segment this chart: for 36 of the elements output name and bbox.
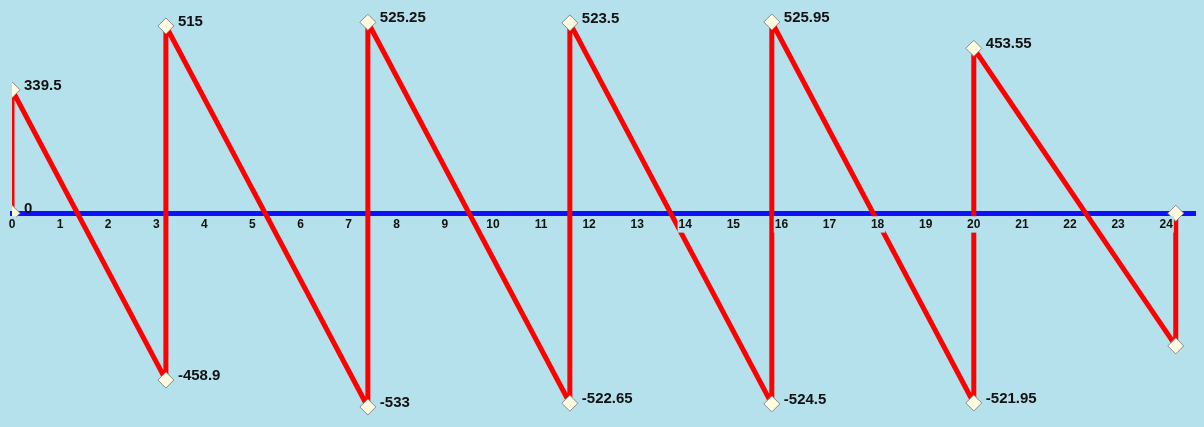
data-label: 339.5 [24,75,62,93]
x-tick-label: 14 [678,216,693,231]
x-tick-label: 13 [630,216,645,231]
x-tick-label: 24 [1159,216,1174,231]
x-tick-label: 18 [870,216,885,231]
x-tick-label: 17 [822,216,837,231]
x-tick-label: 23 [1111,216,1126,231]
x-tick-label: 3 [152,216,160,231]
x-tick-label: 12 [582,216,597,231]
x-tick-label: 15 [726,216,741,231]
data-label: -524.5 [783,390,827,408]
x-tick-label: 6 [297,216,305,231]
data-label: 525.95 [783,8,830,26]
x-tick-label: 2 [104,216,112,231]
x-tick-label: 22 [1063,216,1077,231]
data-label: -458.9 [177,366,221,384]
x-tick-label: 7 [345,216,353,231]
x-tick-label: 8 [393,216,401,231]
x-tick-label: 10 [486,216,500,231]
data-label: 453.55 [985,34,1032,52]
x-tick-label: 16 [774,216,789,231]
x-tick-label: 21 [1015,216,1029,231]
data-label: 523.5 [581,9,620,27]
x-tick-label: 9 [441,216,449,231]
data-label: 515 [177,12,203,30]
x-tick-label: 20 [967,216,981,231]
data-label: 525.25 [379,8,426,26]
data-label: -521.95 [985,389,1037,407]
x-tick-label: 5 [249,216,257,231]
data-label: -522.65 [581,389,633,407]
data-label: -533 [379,393,410,411]
x-tick-label: 1 [56,216,64,231]
x-tick-label: 11 [534,216,548,231]
x-tick-label: 4 [201,216,209,231]
x-tick-label: 19 [919,216,933,231]
x-tick-label: 0 [8,216,16,231]
